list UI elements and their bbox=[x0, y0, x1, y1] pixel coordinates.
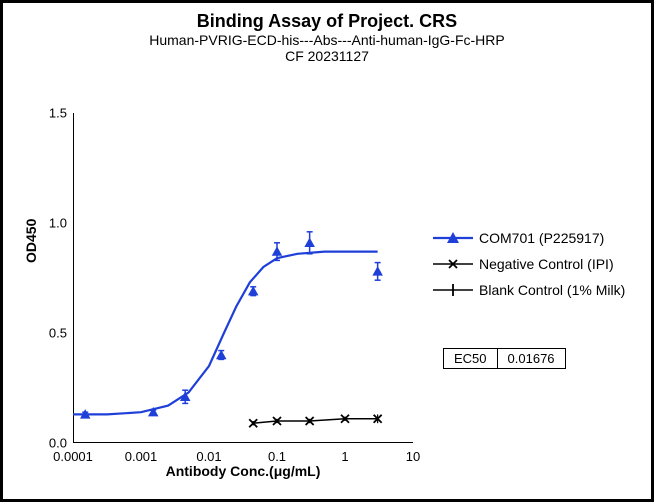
ec50-box: EC50 0.01676 bbox=[443, 348, 566, 369]
ytick-label: 1.0 bbox=[27, 216, 67, 231]
xtick-label: 0.0001 bbox=[53, 449, 93, 464]
xtick-label: 0.001 bbox=[125, 449, 158, 464]
ytick-label: 0.5 bbox=[27, 326, 67, 341]
plot-svg bbox=[73, 113, 413, 443]
legend-item-blank: Blank Control (1% Milk) bbox=[433, 280, 625, 300]
title-sub: Human-PVRIG-ECD-his---Abs---Anti-human-I… bbox=[3, 32, 651, 48]
title-main: Binding Assay of Project. CRS bbox=[3, 11, 651, 32]
x-axis-label: Antibody Conc.(μg/mL) bbox=[73, 463, 413, 479]
legend-label: Negative Control (IPI) bbox=[479, 256, 614, 272]
title-sub2: CF 20231127 bbox=[3, 48, 651, 64]
x-marker-icon bbox=[433, 257, 473, 271]
ytick-label: 1.5 bbox=[27, 106, 67, 121]
xtick-label: 10 bbox=[406, 449, 420, 464]
xtick-label: 0.1 bbox=[268, 449, 286, 464]
xtick-label: 1 bbox=[341, 449, 348, 464]
legend-label: COM701 (P225917) bbox=[479, 230, 604, 246]
plus-marker-icon bbox=[433, 283, 473, 297]
triangle-icon bbox=[433, 231, 473, 245]
xtick-label: 0.01 bbox=[196, 449, 221, 464]
legend: COM701 (P225917) Negative Control (IPI) … bbox=[433, 228, 625, 306]
legend-item-neg: Negative Control (IPI) bbox=[433, 254, 625, 274]
ec50-value: 0.01676 bbox=[498, 349, 565, 368]
legend-label: Blank Control (1% Milk) bbox=[479, 282, 625, 298]
chart-frame: Binding Assay of Project. CRS Human-PVRI… bbox=[0, 0, 654, 502]
legend-item-com701: COM701 (P225917) bbox=[433, 228, 625, 248]
plot-area: 0.0 0.5 1.0 1.5 0.0001 0.001 0.01 0.1 1 … bbox=[73, 113, 413, 443]
ec50-label: EC50 bbox=[444, 349, 498, 368]
titles: Binding Assay of Project. CRS Human-PVRI… bbox=[3, 3, 651, 64]
